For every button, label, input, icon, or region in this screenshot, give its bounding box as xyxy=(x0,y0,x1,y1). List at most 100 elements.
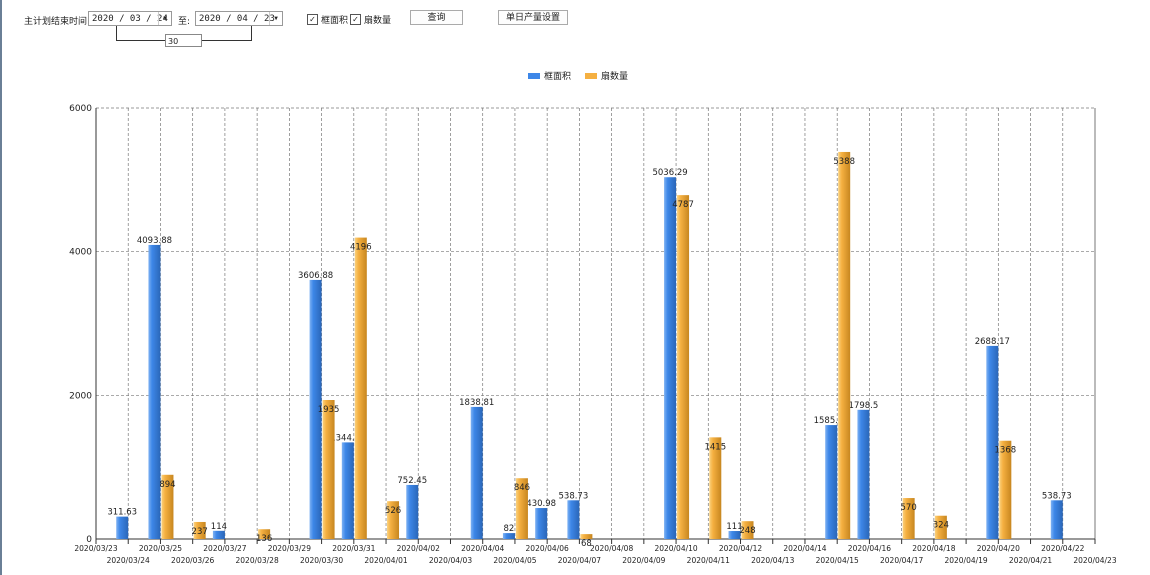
data-label: 68 xyxy=(581,539,592,549)
data-label: 1798.5 xyxy=(849,401,879,411)
data-label: 237 xyxy=(192,527,208,537)
x-tick-label: 2020/03/30 xyxy=(300,556,343,565)
data-label: 248 xyxy=(739,526,755,536)
x-tick-label: 2020/04/02 xyxy=(397,544,440,553)
bar-sash-count xyxy=(322,400,335,539)
x-tick-label: 2020/04/11 xyxy=(687,556,730,565)
data-label: 136 xyxy=(256,534,272,544)
bar-sash-count xyxy=(999,440,1012,539)
bar-sash-count xyxy=(709,437,722,539)
data-label: 4093.88 xyxy=(137,236,172,246)
to-label: 至: xyxy=(178,17,191,27)
x-tick-label: 2020/04/19 xyxy=(944,556,987,565)
legend-item-frame-area: 框面积 xyxy=(528,69,571,82)
data-label: 5388 xyxy=(833,157,855,167)
chart-legend: 框面积 扇数量 xyxy=(528,69,628,82)
bar-frame-area xyxy=(502,533,515,539)
data-label: 538.73 xyxy=(1042,491,1072,501)
bar-frame-area xyxy=(664,177,677,539)
days-field[interactable]: 30 xyxy=(165,34,202,47)
window-edge xyxy=(0,0,2,575)
bar-sash-count xyxy=(838,151,851,539)
x-tick-label: 2020/04/10 xyxy=(654,544,697,553)
x-tick-label: 2020/04/22 xyxy=(1041,544,1084,553)
bar-frame-area xyxy=(406,484,419,539)
chevron-down-icon[interactable]: ▼ xyxy=(269,12,282,25)
bar-frame-area xyxy=(535,508,548,539)
bar-sash-count xyxy=(741,521,754,539)
bar-frame-area xyxy=(857,409,870,539)
x-tick-label: 2020/04/17 xyxy=(880,556,923,565)
bar-frame-area xyxy=(1050,500,1063,539)
x-tick-label: 2020/03/31 xyxy=(332,544,375,553)
bar-frame-area xyxy=(825,425,838,539)
x-tick-label: 2020/04/14 xyxy=(783,544,826,553)
bar-frame-area xyxy=(212,530,225,539)
checkbox-label: 框面积 xyxy=(321,16,349,26)
data-label: 3606.88 xyxy=(298,271,333,281)
x-tick-label: 2020/04/03 xyxy=(429,556,472,565)
bar-frame-area xyxy=(116,516,129,539)
query-button[interactable]: 查询 xyxy=(410,10,463,25)
x-tick-label: 2020/04/08 xyxy=(590,544,633,553)
bar-sash-count xyxy=(193,521,206,539)
start-date-picker[interactable]: 2020 / 03 / 24 ▼ xyxy=(88,11,172,26)
bar-frame-area xyxy=(309,279,322,539)
data-label: 570 xyxy=(901,503,917,513)
x-tick-label: 2020/04/16 xyxy=(848,544,891,553)
bar-sash-count xyxy=(677,195,690,539)
bar-frame-area xyxy=(567,500,580,539)
x-tick-label: 2020/03/23 xyxy=(74,544,117,553)
data-label: 1585.96 xyxy=(814,416,849,426)
checkbox-checked-icon: ✓ xyxy=(307,14,318,25)
data-label: 5036.29 xyxy=(652,168,687,178)
x-tick-label: 2020/04/18 xyxy=(912,544,955,553)
bar-sash-count xyxy=(161,474,174,539)
x-tick-label: 2020/04/06 xyxy=(526,544,569,553)
data-label: 311.63 xyxy=(107,508,137,518)
bar-sash-count xyxy=(354,237,367,539)
data-label: 4196 xyxy=(350,243,372,253)
x-tick-label: 2020/04/15 xyxy=(816,556,859,565)
daily-output-settings-button[interactable]: 单日产量设置 xyxy=(498,10,568,25)
bar-sash-count xyxy=(580,534,593,539)
legend-item-sash-count: 扇数量 xyxy=(585,69,628,82)
start-date-value: 2020 / 03 / 24 xyxy=(92,14,168,24)
chevron-down-icon[interactable]: ▼ xyxy=(158,12,171,25)
bar-frame-area xyxy=(986,345,999,539)
data-label: 324 xyxy=(933,521,949,531)
data-label: 111 xyxy=(726,522,742,532)
y-tick-label: 4000 xyxy=(69,248,92,258)
data-label: 752.45 xyxy=(397,476,427,486)
end-date-label: 主计划结束时间: xyxy=(24,17,91,27)
y-tick-label: 0 xyxy=(86,535,92,545)
bar-frame-area xyxy=(728,531,741,539)
data-label: 1935 xyxy=(318,405,340,415)
x-tick-label: 2020/04/09 xyxy=(622,556,665,565)
checkbox-sash-count[interactable]: ✓ 扇数量 xyxy=(350,13,391,26)
x-tick-label: 2020/03/25 xyxy=(139,544,182,553)
x-tick-label: 2020/04/21 xyxy=(1009,556,1052,565)
data-label: 82 xyxy=(504,524,515,534)
x-tick-label: 2020/04/05 xyxy=(493,556,536,565)
data-label: 2688.17 xyxy=(975,337,1010,347)
x-tick-label: 2020/04/04 xyxy=(461,544,504,553)
data-label: 114 xyxy=(211,522,227,532)
bar-sash-count xyxy=(258,529,271,539)
x-tick-label: 2020/04/20 xyxy=(977,544,1020,553)
x-tick-label: 2020/03/24 xyxy=(107,556,150,565)
checkbox-checked-icon: ✓ xyxy=(350,14,361,25)
x-tick-label: 2020/04/01 xyxy=(364,556,407,565)
checkbox-label: 扇数量 xyxy=(364,16,392,26)
x-tick-label: 2020/03/26 xyxy=(171,556,214,565)
bar-sash-count xyxy=(387,501,400,539)
bar-sash-count xyxy=(515,478,528,539)
data-label: 1368 xyxy=(995,446,1017,456)
x-tick-label: 2020/04/13 xyxy=(751,556,794,565)
data-label: 894 xyxy=(159,480,175,490)
bar-frame-area xyxy=(470,406,483,539)
data-label: 1344.95 xyxy=(330,433,365,443)
data-label: 1838.81 xyxy=(459,398,494,408)
end-date-picker[interactable]: 2020 / 04 / 23 ▼ xyxy=(195,11,283,26)
checkbox-frame-area[interactable]: ✓ 框面积 xyxy=(307,13,348,26)
